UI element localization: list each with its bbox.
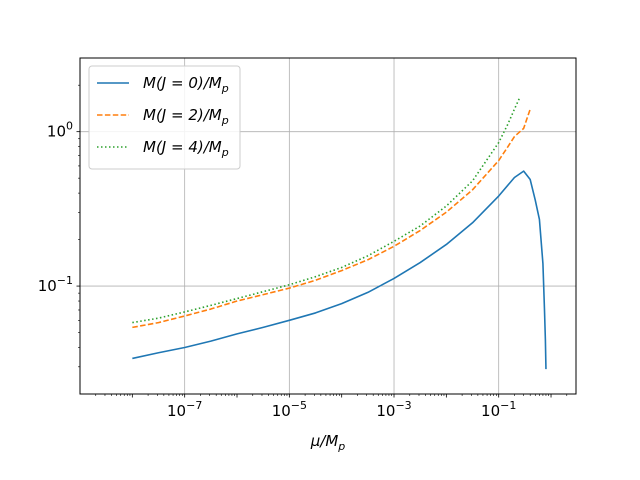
x-axis-ticks: 10−7 10−5 10−3 10−1 <box>95 394 568 420</box>
legend-label-2: M(J = 4)/Mp <box>143 138 229 159</box>
x-tick-label: 10−7 <box>167 399 202 420</box>
y-axis-ticks: 100 10−1 <box>38 84 80 368</box>
x-axis-label: μ/Mp <box>310 432 346 453</box>
legend-box <box>88 65 241 170</box>
series-line-2 <box>132 97 521 324</box>
y-tick-label: 10−1 <box>38 274 73 295</box>
series-line-1 <box>132 108 531 329</box>
x-tick-label: 10−5 <box>272 399 307 420</box>
legend-label-1: M(J = 2)/Mp <box>143 106 229 127</box>
series-line-0 <box>132 170 547 370</box>
x-tick-label: 10−1 <box>481 399 516 420</box>
series-layer <box>132 97 547 370</box>
legend: M(J = 0)/Mp M(J = 2)/Mp M(J = 4)/Mp <box>88 65 241 170</box>
y-tick-label: 100 <box>47 120 73 141</box>
legend-label-0: M(J = 0)/Mp <box>143 74 229 95</box>
x-tick-label: 10−3 <box>376 399 411 420</box>
axes-frame <box>79 57 577 395</box>
